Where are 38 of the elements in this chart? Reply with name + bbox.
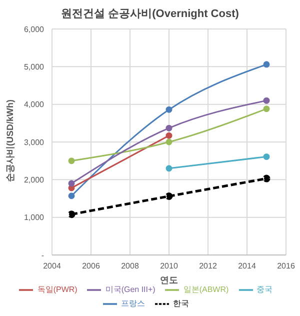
y-tick-label: 5,000 — [24, 62, 45, 72]
point — [165, 192, 173, 200]
y-tick-label: 3,000 — [24, 138, 45, 147]
legend-label: 중국 — [256, 285, 273, 294]
point — [262, 174, 270, 182]
x-tick-label: 2010 — [160, 262, 178, 271]
legend-label: 한국 — [173, 299, 189, 308]
x-tick-label: 2012 — [199, 262, 218, 271]
x-tick-label: 2004 — [43, 262, 62, 271]
point — [166, 132, 172, 139]
y-tick-label: 1,000 — [24, 213, 45, 222]
y-tick-label: 4,000 — [24, 100, 45, 110]
point — [68, 210, 76, 218]
x-tick-label: 2016 — [277, 262, 296, 271]
x-tick-label: 2008 — [121, 262, 140, 271]
point — [68, 158, 75, 164]
y-tick-label: 6,000 — [24, 24, 45, 34]
point — [166, 124, 172, 132]
point — [263, 97, 270, 104]
legend-label: 독일(PWR) — [37, 285, 78, 294]
point — [68, 180, 75, 187]
y-axis-title: 순공사비(USD/kWh) — [5, 100, 16, 182]
point — [166, 165, 172, 172]
point — [263, 153, 270, 160]
point — [166, 138, 172, 146]
x-tick-label: 2006 — [82, 262, 100, 271]
x-axis-title: 연도 — [160, 275, 178, 285]
y-tick-label: 2,000 — [24, 176, 45, 185]
legend-label: 프랑스 — [121, 299, 145, 308]
point — [263, 106, 270, 112]
x-tick-label: 2014 — [238, 262, 256, 271]
point — [263, 61, 270, 68]
point — [166, 106, 172, 113]
legend-label: 일본(ABWR) — [183, 285, 229, 294]
chart-title: 원전건설 순공사비(Overnight Cost) — [60, 7, 240, 21]
legend-label: 미국(Gen III+) — [105, 285, 156, 294]
point — [68, 192, 75, 200]
y-tick-label: - — [41, 250, 44, 260]
